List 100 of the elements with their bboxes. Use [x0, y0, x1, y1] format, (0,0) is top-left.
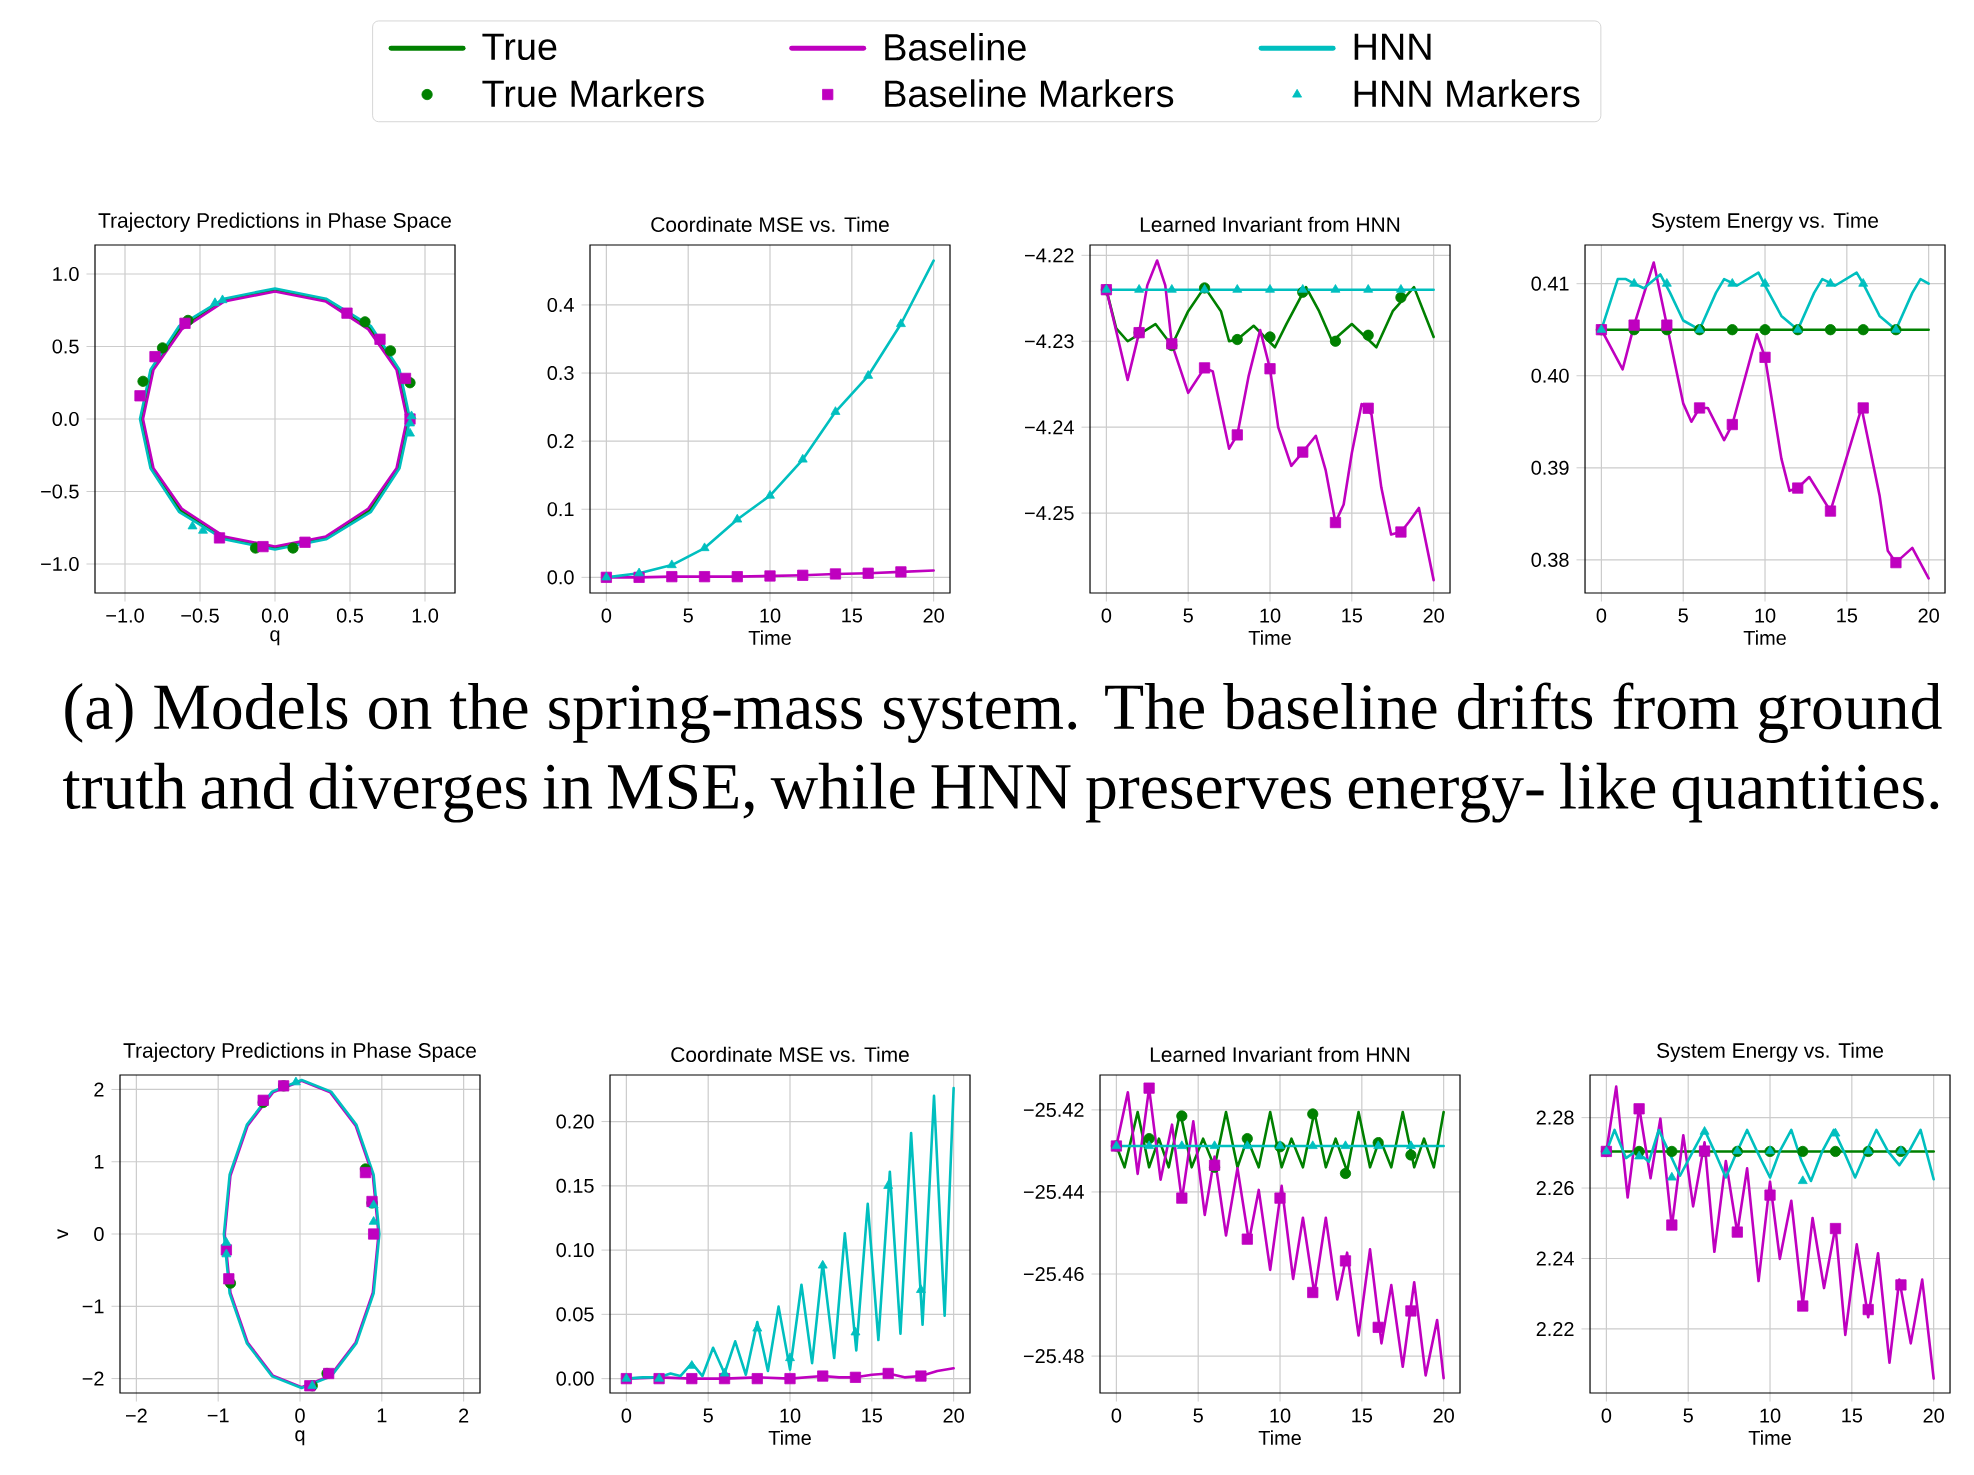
legend-label: Baseline Markers — [885, 79, 1174, 108]
text: (a) Models on the spring-mass system. The baseline drifts from ground truth and diverges in MSE, while HNN preserves energy- like quantities. — [63, 682, 1942, 823]
x-tick-label: 0.5 — [336, 608, 364, 623]
y-tick-label: 0.3 — [547, 365, 574, 381]
y-tick-label: 0.10 — [556, 1243, 594, 1258]
chart-title: Learned Invariant from HNN — [1140, 216, 1400, 233]
y-tick-label: −4.22 — [1025, 248, 1074, 263]
x-tick-label: 20 — [1918, 608, 1939, 623]
y-axis-title: v — [57, 1229, 69, 1239]
y-tick-label: 0.40 — [1531, 368, 1569, 383]
x-tick-label: −0.5 — [181, 608, 219, 623]
chart-title: Coordinate MSE vs. Time — [651, 216, 889, 233]
x-tick-label: 0 — [1601, 1408, 1612, 1423]
x-tick-label: 2 — [459, 1408, 469, 1423]
y-tick-label: −1 — [82, 1299, 104, 1314]
x-tick-label: 5 — [1183, 608, 1193, 623]
x-tick-label: 0 — [1596, 608, 1607, 623]
x-tick-label: 5 — [703, 1408, 713, 1423]
x-tick-label: 0 — [621, 1408, 632, 1423]
x-axis-title: q — [270, 630, 280, 646]
x-tick-label: 0 — [1101, 608, 1112, 623]
x-tick-label: 0 — [1111, 1408, 1122, 1423]
y-tick-label: −1.0 — [41, 556, 79, 572]
y-tick-label: 0.2 — [547, 434, 574, 449]
x-tick-label: 10 — [760, 608, 781, 623]
y-tick-label: 0.0 — [547, 570, 574, 585]
legend-label: Baseline — [885, 32, 1026, 61]
x-tick-label: 10 — [1260, 608, 1281, 623]
y-tick-label: −0.5 — [41, 484, 79, 499]
x-tick-label: −1 — [207, 1408, 229, 1423]
y-tick-label: −25.42 — [1023, 1102, 1084, 1117]
y-tick-label: −25.44 — [1023, 1184, 1084, 1200]
x-axis-title: Time — [1248, 630, 1291, 645]
x-tick-label: 5 — [1678, 608, 1688, 623]
x-tick-label: −2 — [125, 1408, 147, 1423]
y-tick-label: 0.5 — [52, 339, 79, 354]
x-tick-label: 5 — [1683, 1408, 1693, 1423]
x-tick-label: 1.0 — [412, 608, 439, 623]
x-axis-title: Time — [1748, 1430, 1791, 1445]
legend-label: HNN Markers — [1354, 79, 1580, 108]
x-axis-title: Time — [1258, 1430, 1301, 1445]
x-tick-label: 15 — [862, 1408, 883, 1423]
legend-label: HNN — [1354, 33, 1431, 60]
x-tick-label: 10 — [1760, 1408, 1781, 1423]
x-tick-label: 20 — [943, 1408, 964, 1423]
x-tick-label: 15 — [842, 608, 863, 623]
x-axis-title: Time — [748, 630, 791, 645]
y-tick-label: 2.22 — [1536, 1321, 1574, 1336]
x-tick-label: 20 — [1423, 608, 1444, 623]
y-tick-label: −4.24 — [1025, 420, 1074, 435]
y-tick-label: 0.0 — [52, 411, 79, 427]
y-tick-label: −4.25 — [1025, 506, 1074, 521]
y-tick-label: −25.48 — [1023, 1349, 1084, 1364]
y-tick-label: 0.05 — [556, 1307, 594, 1322]
chart-title: Learned Invariant from HNN — [1150, 1046, 1410, 1063]
y-tick-label: −25.46 — [1023, 1266, 1084, 1282]
y-tick-label: 2.28 — [1536, 1110, 1574, 1125]
x-tick-label: 10 — [1270, 1408, 1291, 1423]
x-tick-label: 10 — [780, 1408, 801, 1423]
x-tick-label: 1 — [377, 1408, 387, 1423]
y-tick-label: 1 — [94, 1154, 104, 1169]
x-tick-label: 15 — [1842, 1408, 1863, 1423]
legend-label: True — [482, 33, 557, 61]
y-tick-label: 2 — [94, 1082, 104, 1097]
y-tick-label: 2.24 — [1536, 1251, 1574, 1266]
chart-title: Trajectory Predictions in Phase Space — [98, 212, 451, 233]
y-tick-label: 0.20 — [556, 1114, 594, 1129]
y-tick-label: 0.15 — [556, 1178, 594, 1193]
x-tick-label: 15 — [1837, 608, 1858, 623]
y-tick-label: −2 — [82, 1371, 104, 1386]
x-tick-label: 20 — [1923, 1408, 1944, 1423]
y-tick-label: 0.41 — [1531, 276, 1569, 291]
chart-title: System Energy vs. Time — [1652, 212, 1879, 233]
x-tick-label: −1.0 — [106, 608, 144, 623]
y-tick-label: 0 — [94, 1226, 104, 1242]
x-tick-label: 15 — [1352, 1408, 1373, 1423]
legend-label: True Markers — [482, 79, 704, 108]
x-tick-label: 20 — [1433, 1408, 1454, 1423]
y-tick-label: 0.38 — [1531, 552, 1569, 567]
y-tick-label: 2.26 — [1536, 1181, 1574, 1196]
y-tick-label: −4.23 — [1025, 334, 1074, 349]
y-tick-label: 1.0 — [53, 266, 79, 282]
y-tick-label: 0.4 — [547, 297, 574, 312]
chart-title: System Energy vs. Time — [1657, 1042, 1884, 1063]
x-tick-label: 10 — [1755, 608, 1776, 623]
y-tick-label: 0.00 — [556, 1371, 594, 1386]
x-tick-label: 0 — [601, 608, 612, 623]
x-tick-label: 15 — [1342, 608, 1363, 623]
chart-title: Coordinate MSE vs. Time — [671, 1046, 909, 1063]
x-axis-title: Time — [768, 1430, 811, 1445]
y-tick-label: 0.1 — [547, 502, 574, 517]
x-tick-label: 0 — [295, 1408, 305, 1423]
x-tick-label: 0.0 — [261, 608, 289, 623]
x-tick-label: 5 — [1193, 1408, 1203, 1423]
x-tick-label: 5 — [683, 608, 693, 623]
x-tick-label: 20 — [923, 608, 944, 623]
chart-title: Trajectory Predictions in Phase Space — [123, 1042, 476, 1063]
y-tick-label: 0.39 — [1531, 460, 1569, 475]
x-axis-title: Time — [1743, 630, 1786, 645]
x-axis-title: q — [295, 1430, 305, 1446]
